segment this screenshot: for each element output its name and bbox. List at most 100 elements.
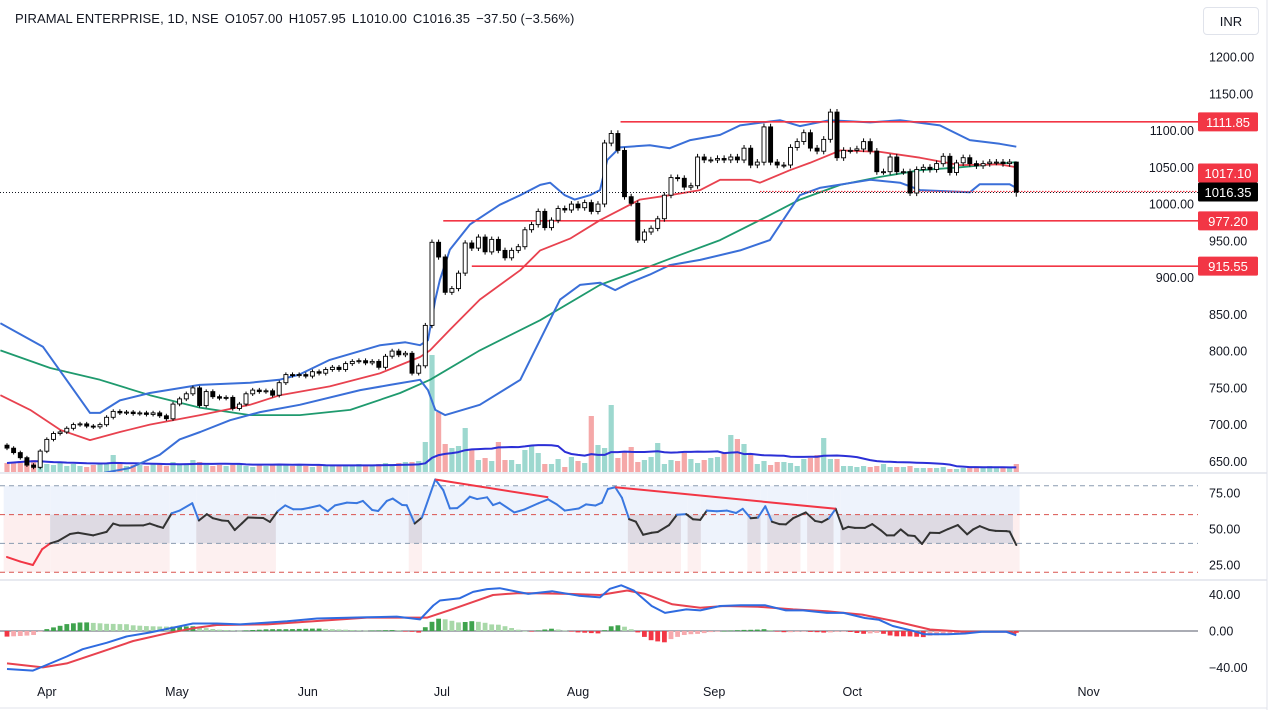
candle-down [217, 396, 222, 399]
macd-histogram-bar [648, 631, 654, 641]
volume-bar [50, 465, 57, 472]
price-axis-tick: 700.00 [1209, 418, 1247, 432]
candle-down [622, 149, 627, 198]
rsi-line-segment [197, 513, 208, 522]
candle-up [402, 352, 408, 356]
candle-up [309, 371, 315, 377]
candle-up [349, 360, 355, 365]
macd-histogram-bar [801, 631, 807, 632]
macd-histogram-bar [230, 630, 236, 631]
rsi-line-segment [492, 501, 501, 507]
macd-histogram-bar [57, 625, 63, 631]
time-axis-tick: Aug [567, 685, 589, 699]
macd-histogram-bar [349, 630, 355, 631]
volume-bar [894, 467, 900, 472]
macd-histogram-bar [482, 622, 488, 631]
macd-histogram-bar [396, 630, 402, 631]
candle-up [900, 171, 906, 174]
macd-histogram-bar [761, 629, 767, 631]
candle-up [854, 148, 860, 151]
candle-down [734, 156, 740, 161]
candle-up [203, 391, 209, 407]
rsi-line-segment [486, 496, 495, 507]
macd-histogram-bar [881, 631, 886, 634]
volume-bar [761, 461, 767, 472]
volume-bar [967, 467, 973, 472]
volume-bar [402, 462, 408, 472]
candle-down [230, 396, 236, 409]
candle-down [635, 202, 641, 241]
volume-bar [940, 467, 946, 472]
rsi-line-segment [642, 531, 653, 536]
rsi-line-segment [105, 522, 115, 533]
rsi-line-segment [334, 501, 348, 507]
candle-up [781, 164, 787, 167]
candle-up [741, 147, 747, 161]
rsi-pane[interactable] [0, 478, 1198, 573]
candle-up [356, 360, 362, 363]
candle-up [243, 393, 249, 405]
candle-down [867, 141, 873, 152]
candle-up [223, 396, 229, 399]
candle-down [256, 389, 262, 393]
candle-up [57, 431, 63, 434]
rsi-line-segment [421, 478, 437, 519]
macd-histogram-bar [316, 628, 322, 631]
macd-histogram-bar [509, 628, 514, 631]
rsi-line-segment [705, 509, 718, 513]
macd-histogram-bar [828, 631, 833, 633]
candle-down [1000, 161, 1006, 165]
volume-bar [70, 464, 76, 472]
candle-down [290, 374, 295, 377]
macd-histogram-bar [310, 628, 315, 631]
candle-up [754, 161, 760, 166]
volume-bar [77, 466, 83, 472]
volume-bar [309, 467, 315, 472]
macd-histogram-bar [708, 631, 714, 633]
rsi-lower-zone [807, 543, 834, 573]
macd-histogram-bar [515, 629, 521, 631]
rsi-line-segment [41, 542, 52, 551]
candle-up [887, 156, 893, 173]
macd-pane[interactable] [0, 584, 1198, 672]
currency-button[interactable]: INR [1203, 7, 1259, 35]
rsi-line-segment [498, 501, 516, 514]
candle-up [582, 202, 588, 209]
volume-ma-line [6, 444, 1017, 469]
macd-histogram-bar [728, 630, 734, 632]
candle-up [190, 387, 196, 395]
rsi-line-segment [19, 560, 34, 566]
candle-up [529, 224, 535, 231]
candle-up [847, 149, 853, 152]
volume-bar [588, 416, 594, 472]
price-pane[interactable] [0, 108, 1198, 476]
candle-down [482, 236, 488, 253]
candle-down [442, 256, 448, 293]
macd-histogram-bar [11, 631, 16, 637]
candle-up [449, 288, 455, 293]
rsi-line-segment [988, 528, 997, 532]
volume-bar [867, 467, 873, 472]
rsi-line-segment [142, 522, 151, 527]
candle-down [575, 203, 581, 209]
macd-histogram-bar [781, 631, 787, 633]
ohlc-low: L1010.00 [351, 11, 407, 26]
candle-up [150, 412, 156, 415]
volume-bar [203, 465, 209, 472]
candle-down [11, 447, 17, 454]
candle-down [874, 150, 880, 173]
macd-histogram-bar [84, 622, 90, 631]
macd-histogram-bar [137, 625, 143, 631]
rsi-line-segment [770, 520, 781, 526]
volume-bar [655, 443, 661, 472]
candle-down [84, 423, 90, 427]
price-axis-tick: 650.00 [1209, 455, 1247, 469]
macd-axis-tick: 40.00 [1209, 588, 1240, 602]
candle-up [170, 403, 176, 420]
macd-histogram-bar [343, 629, 348, 631]
rsi-line-segment [178, 502, 194, 512]
rsi-line-segment [675, 513, 688, 516]
macd-histogram-bar [681, 631, 687, 635]
